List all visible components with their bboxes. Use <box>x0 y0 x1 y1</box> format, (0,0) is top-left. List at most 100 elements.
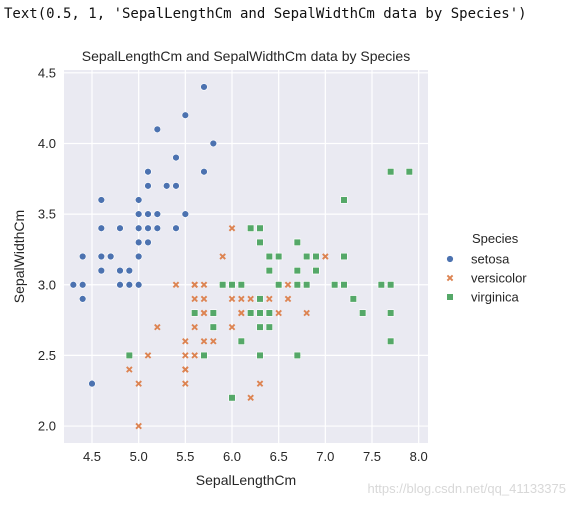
grid-lines <box>64 70 428 443</box>
versicolor-point <box>154 323 161 331</box>
x-tick-label: 8.0 <box>410 449 428 464</box>
versicolor-point <box>284 295 292 303</box>
setosa-point <box>97 224 106 232</box>
versicolor-point <box>191 281 198 289</box>
setosa-point <box>144 238 152 247</box>
virginica-point <box>265 252 273 261</box>
versicolor-point <box>210 338 217 345</box>
x-tick-label: 5.0 <box>130 449 148 464</box>
virginica-point <box>247 224 255 232</box>
legend-marker-setosa <box>446 255 454 263</box>
setosa-point <box>209 139 218 148</box>
data-points <box>69 83 413 430</box>
legend-label: versicolor <box>471 271 527 286</box>
setosa-point <box>116 281 124 289</box>
virginica-point <box>312 267 320 275</box>
versicolor-point <box>135 380 142 387</box>
versicolor-point <box>200 309 208 317</box>
virginica-point <box>303 281 311 289</box>
versicolor-point <box>266 295 273 303</box>
virginica-point <box>125 351 133 360</box>
virginica-point <box>340 252 348 261</box>
legend-item-setosa: setosa <box>446 252 510 267</box>
y-tick-label: 4.5 <box>38 65 56 80</box>
setosa-point <box>172 182 180 190</box>
setosa-point <box>78 281 87 289</box>
x-axis-label: SepalLengthCm <box>196 472 296 488</box>
setosa-point <box>97 266 106 275</box>
setosa-point <box>106 252 115 261</box>
x-tick-label: 4.5 <box>83 449 101 464</box>
virginica-point <box>405 168 413 176</box>
versicolor-point <box>256 380 264 387</box>
setosa-point <box>125 266 134 275</box>
setosa-point <box>181 210 190 218</box>
series-virginica <box>125 168 413 402</box>
setosa-point <box>172 224 180 232</box>
virginica-point <box>228 281 236 289</box>
virginica-point <box>247 309 255 317</box>
setosa-point <box>97 252 106 261</box>
setosa-point <box>78 252 87 261</box>
virginica-point <box>256 309 264 317</box>
setosa-point <box>78 295 87 303</box>
versicolor-point <box>219 253 226 260</box>
virginica-point <box>237 337 245 345</box>
virginica-point <box>293 267 301 275</box>
x-tick-label: 6.0 <box>223 449 241 464</box>
virginica-point <box>265 309 273 317</box>
x-tick-label: 5.5 <box>176 449 194 464</box>
setosa-point <box>134 196 143 204</box>
virginica-point <box>256 295 264 303</box>
virginica-point <box>256 224 264 232</box>
setosa-point <box>69 281 78 289</box>
virginica-point <box>303 252 311 261</box>
setosa-point <box>153 125 162 134</box>
versicolor-point <box>172 281 180 289</box>
virginica-point <box>256 323 264 331</box>
virginica-point <box>228 394 236 402</box>
setosa-point <box>88 379 96 388</box>
versicolor-point <box>191 295 198 303</box>
y-tick-label: 2.5 <box>38 348 56 363</box>
chart-title: SepalLengthCm and SepalWidthCm data by S… <box>82 48 410 64</box>
setosa-point <box>200 83 208 91</box>
virginica-point <box>275 252 283 261</box>
y-axis-label: SepalWidthCm <box>11 210 27 303</box>
setosa-point <box>153 224 162 232</box>
virginica-point <box>340 281 348 289</box>
versicolor-point <box>182 338 189 345</box>
setosa-point <box>116 266 124 275</box>
setosa-point <box>144 224 152 232</box>
legend-label: virginica <box>471 290 519 305</box>
setosa-point <box>181 111 190 119</box>
versicolor-point <box>303 309 310 317</box>
versicolor-point <box>228 295 236 303</box>
legend: Species setosa versicolor virginica <box>446 231 527 305</box>
setosa-point <box>134 238 143 247</box>
virginica-point <box>209 323 217 331</box>
versicolor-point <box>322 253 329 260</box>
virginica-point <box>359 309 367 317</box>
virginica-point <box>275 281 283 289</box>
virginica-point <box>349 295 357 303</box>
versicolor-point <box>284 281 292 289</box>
setosa-point <box>116 224 124 232</box>
virginica-point <box>200 351 208 360</box>
setosa-point <box>134 281 143 289</box>
y-tick-label: 2.0 <box>38 419 56 434</box>
setosa-point <box>125 281 134 289</box>
setosa-point <box>144 168 152 176</box>
plot-background <box>64 70 428 443</box>
versicolor-point <box>228 224 236 232</box>
versicolor-point <box>191 352 198 359</box>
virginica-point <box>387 168 395 176</box>
series-setosa <box>69 83 218 388</box>
virginica-point <box>265 323 273 331</box>
virginica-point <box>219 281 227 289</box>
y-tick-labels: 2.0 2.5 3.0 3.5 4.0 4.5 <box>38 65 56 433</box>
versicolor-point <box>182 366 189 373</box>
legend-item-virginica: virginica <box>446 290 519 305</box>
setosa-point <box>200 168 208 176</box>
virginica-point <box>191 309 199 317</box>
